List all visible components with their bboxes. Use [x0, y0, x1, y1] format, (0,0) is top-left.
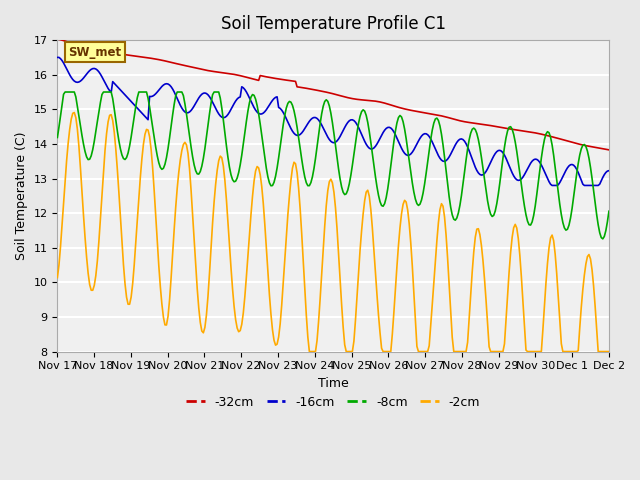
Text: SW_met: SW_met: [68, 46, 122, 59]
Title: Soil Temperature Profile C1: Soil Temperature Profile C1: [221, 15, 445, 33]
X-axis label: Time: Time: [318, 377, 349, 390]
Legend: -32cm, -16cm, -8cm, -2cm: -32cm, -16cm, -8cm, -2cm: [181, 391, 485, 414]
Y-axis label: Soil Temperature (C): Soil Temperature (C): [15, 132, 28, 260]
